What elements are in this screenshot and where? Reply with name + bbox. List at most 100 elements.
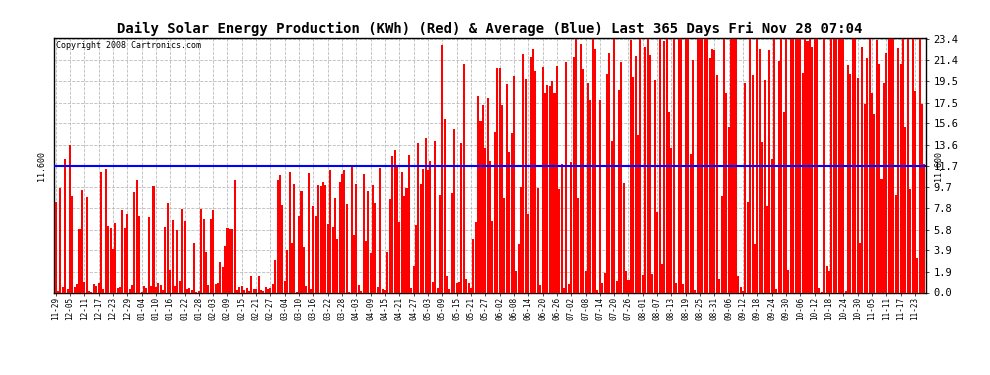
Bar bbox=[344, 170, 346, 292]
Bar bbox=[427, 170, 429, 292]
Bar bbox=[560, 164, 562, 292]
Bar bbox=[778, 61, 780, 292]
Bar bbox=[341, 174, 344, 292]
Bar bbox=[186, 288, 188, 292]
Bar bbox=[250, 276, 252, 292]
Bar bbox=[663, 41, 665, 292]
Bar bbox=[232, 228, 234, 292]
Bar bbox=[484, 148, 486, 292]
Bar bbox=[262, 291, 264, 292]
Bar bbox=[902, 39, 904, 292]
Bar bbox=[721, 196, 723, 292]
Bar bbox=[169, 270, 171, 292]
Bar bbox=[131, 285, 133, 292]
Bar bbox=[742, 291, 744, 292]
Bar bbox=[733, 39, 735, 292]
Bar bbox=[207, 285, 210, 292]
Bar bbox=[692, 60, 694, 292]
Bar bbox=[217, 283, 219, 292]
Bar bbox=[458, 282, 460, 292]
Bar bbox=[346, 204, 347, 292]
Bar bbox=[260, 290, 262, 292]
Title: Daily Solar Energy Production (KWh) (Red) & Average (Blue) Last 365 Days Fri Nov: Daily Solar Energy Production (KWh) (Red… bbox=[118, 22, 862, 36]
Bar bbox=[83, 282, 85, 292]
Bar bbox=[826, 266, 828, 292]
Bar bbox=[329, 170, 331, 292]
Bar bbox=[568, 284, 570, 292]
Bar bbox=[854, 39, 856, 292]
Bar bbox=[381, 290, 384, 292]
Bar bbox=[706, 39, 708, 292]
Bar bbox=[203, 219, 205, 292]
Bar bbox=[114, 223, 117, 292]
Bar bbox=[907, 39, 909, 292]
Bar bbox=[730, 39, 733, 292]
Text: 11.600: 11.600 bbox=[935, 150, 943, 180]
Bar bbox=[572, 57, 574, 292]
Bar bbox=[851, 39, 853, 292]
Bar bbox=[81, 190, 83, 292]
Text: Copyright 2008 Cartronics.com: Copyright 2008 Cartronics.com bbox=[56, 41, 201, 50]
Bar bbox=[264, 287, 266, 292]
Bar bbox=[680, 39, 682, 292]
Bar bbox=[816, 39, 818, 292]
Bar bbox=[523, 54, 525, 292]
Bar bbox=[350, 165, 352, 292]
Bar bbox=[630, 40, 632, 292]
Bar bbox=[551, 81, 553, 292]
Bar bbox=[728, 127, 730, 292]
Bar bbox=[635, 57, 637, 292]
Bar bbox=[389, 199, 391, 292]
Bar bbox=[642, 276, 644, 292]
Bar bbox=[246, 288, 248, 292]
Bar bbox=[59, 188, 61, 292]
Bar bbox=[914, 91, 916, 292]
Bar bbox=[61, 287, 63, 292]
Bar bbox=[234, 180, 236, 292]
Bar bbox=[623, 183, 625, 292]
Bar bbox=[506, 84, 508, 292]
Bar bbox=[885, 53, 887, 292]
Bar bbox=[599, 100, 601, 292]
Bar bbox=[868, 39, 870, 292]
Bar bbox=[430, 161, 432, 292]
Bar bbox=[78, 229, 80, 292]
Bar bbox=[836, 39, 838, 292]
Bar bbox=[682, 285, 684, 292]
Bar bbox=[139, 216, 141, 292]
Bar bbox=[301, 190, 303, 292]
Bar bbox=[112, 249, 114, 292]
Bar bbox=[432, 282, 434, 292]
Bar bbox=[95, 286, 97, 292]
Bar bbox=[166, 203, 169, 292]
Bar bbox=[105, 170, 107, 292]
Bar bbox=[840, 39, 842, 292]
Bar bbox=[746, 202, 748, 292]
Bar bbox=[833, 39, 835, 292]
Bar bbox=[239, 287, 241, 292]
Bar bbox=[535, 71, 537, 292]
Bar bbox=[88, 291, 90, 292]
Bar bbox=[257, 276, 259, 292]
Bar bbox=[740, 287, 742, 292]
Bar bbox=[763, 80, 765, 292]
Bar bbox=[215, 284, 217, 292]
Bar bbox=[609, 53, 611, 292]
Bar bbox=[787, 270, 789, 292]
Bar bbox=[744, 83, 746, 292]
Bar bbox=[876, 40, 878, 292]
Bar bbox=[606, 74, 608, 292]
Bar bbox=[64, 159, 66, 292]
Bar bbox=[413, 266, 415, 292]
Bar bbox=[856, 78, 858, 292]
Bar bbox=[704, 39, 706, 292]
Bar bbox=[766, 206, 768, 292]
Bar bbox=[425, 138, 427, 292]
Bar bbox=[227, 228, 229, 292]
Bar bbox=[188, 288, 190, 292]
Bar bbox=[327, 224, 329, 292]
Bar bbox=[499, 68, 501, 292]
Bar bbox=[912, 39, 914, 292]
Bar bbox=[176, 230, 178, 292]
Bar bbox=[888, 39, 890, 292]
